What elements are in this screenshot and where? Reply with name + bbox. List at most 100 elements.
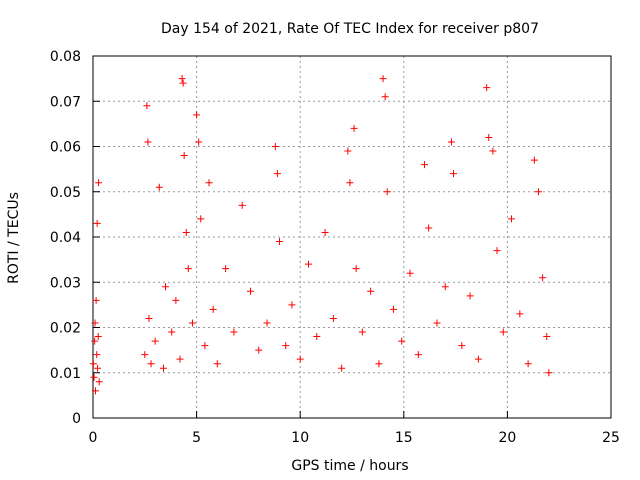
data-point [508,215,516,223]
data-point [466,292,474,300]
data-point [474,355,482,363]
data-point [352,265,360,273]
data-point [450,170,458,178]
data-point [383,188,391,196]
data-point [534,188,542,196]
y-tick-label: 0.08 [50,49,81,65]
data-point [95,179,103,187]
data-point [321,228,329,236]
data-point [367,287,375,295]
y-tick-label: 0.03 [50,275,81,291]
data-point [246,287,254,295]
data-point [230,328,238,336]
data-point [485,133,493,141]
data-point [182,228,190,236]
data-point [304,260,312,268]
y-axis-ticks: 0 0.01 0.02 0.03 0.04 0.05 0.06 0.07 0.08 [50,49,100,427]
data-point [282,342,290,350]
data-point [398,337,406,345]
x-tick-label: 10 [291,430,309,446]
data-point [524,360,532,368]
y-tick-label: 0.01 [50,366,81,382]
data-point [92,296,100,304]
y-tick-label: 0.02 [50,321,81,337]
data-point [180,152,188,160]
data-point [425,224,433,232]
data-point [89,360,97,368]
x-tick-label: 5 [192,430,201,446]
data-point [313,333,321,341]
data-point [143,102,151,110]
data-point [162,283,170,291]
data-point [273,170,281,178]
data-point [155,183,163,191]
data-point [389,305,397,313]
x-tick-label: 0 [89,430,98,446]
y-tick-label: 0.04 [50,230,81,246]
data-point [329,314,337,322]
data-point [489,147,497,155]
data-point [178,75,186,83]
data-point [193,111,201,119]
data-point [447,138,455,146]
data-point [151,337,159,345]
x-tick-label: 15 [395,430,413,446]
data-point [179,79,187,87]
data-point [195,138,203,146]
data-point [91,337,99,345]
data-point [184,265,192,273]
data-point [433,319,441,327]
data-point [483,84,491,92]
data-point [441,283,449,291]
y-axis-label: ROTI / TECUs [6,192,22,284]
y-tick-label: 0.06 [50,140,81,156]
data-point [141,351,149,359]
data-point [516,310,524,318]
data-point [205,179,213,187]
data-point [147,360,155,368]
data-point [271,143,279,150]
data-point [209,305,217,313]
data-point [499,328,507,336]
data-point [91,387,99,395]
data-point [338,364,346,372]
data-point [406,269,414,277]
data-point [213,360,221,368]
y-tick-label: 0.05 [50,185,81,201]
data-point [381,93,389,101]
data-point [530,156,538,164]
data-point [95,378,103,386]
x-axis-ticks: 0 5 10 15 20 25 [89,411,620,446]
data-point [358,328,366,336]
data-point [197,215,205,223]
data-point [188,319,196,327]
data-point [375,360,383,368]
data-point [145,314,153,322]
x-tick-label: 20 [498,430,516,446]
data-point [379,75,387,83]
x-axis-label: GPS time / hours [291,458,408,474]
data-point [288,301,296,309]
grid [93,56,611,418]
data-point [350,124,358,132]
data-point [93,351,101,359]
data-point [93,219,101,227]
data-point [94,333,102,341]
data-point [255,346,263,354]
data-point [421,161,429,169]
data-point [275,238,283,246]
data-point [176,355,184,363]
data-point [222,265,230,273]
data-point [414,351,422,359]
data-point [263,319,271,327]
data-point [144,138,152,146]
data-point [159,364,167,372]
data-point [493,247,501,255]
data-point [201,342,209,350]
x-tick-label: 25 [602,430,620,446]
data-point [543,333,551,341]
y-tick-label: 0.07 [50,94,81,110]
data-point [238,201,246,209]
data-points [89,75,553,395]
